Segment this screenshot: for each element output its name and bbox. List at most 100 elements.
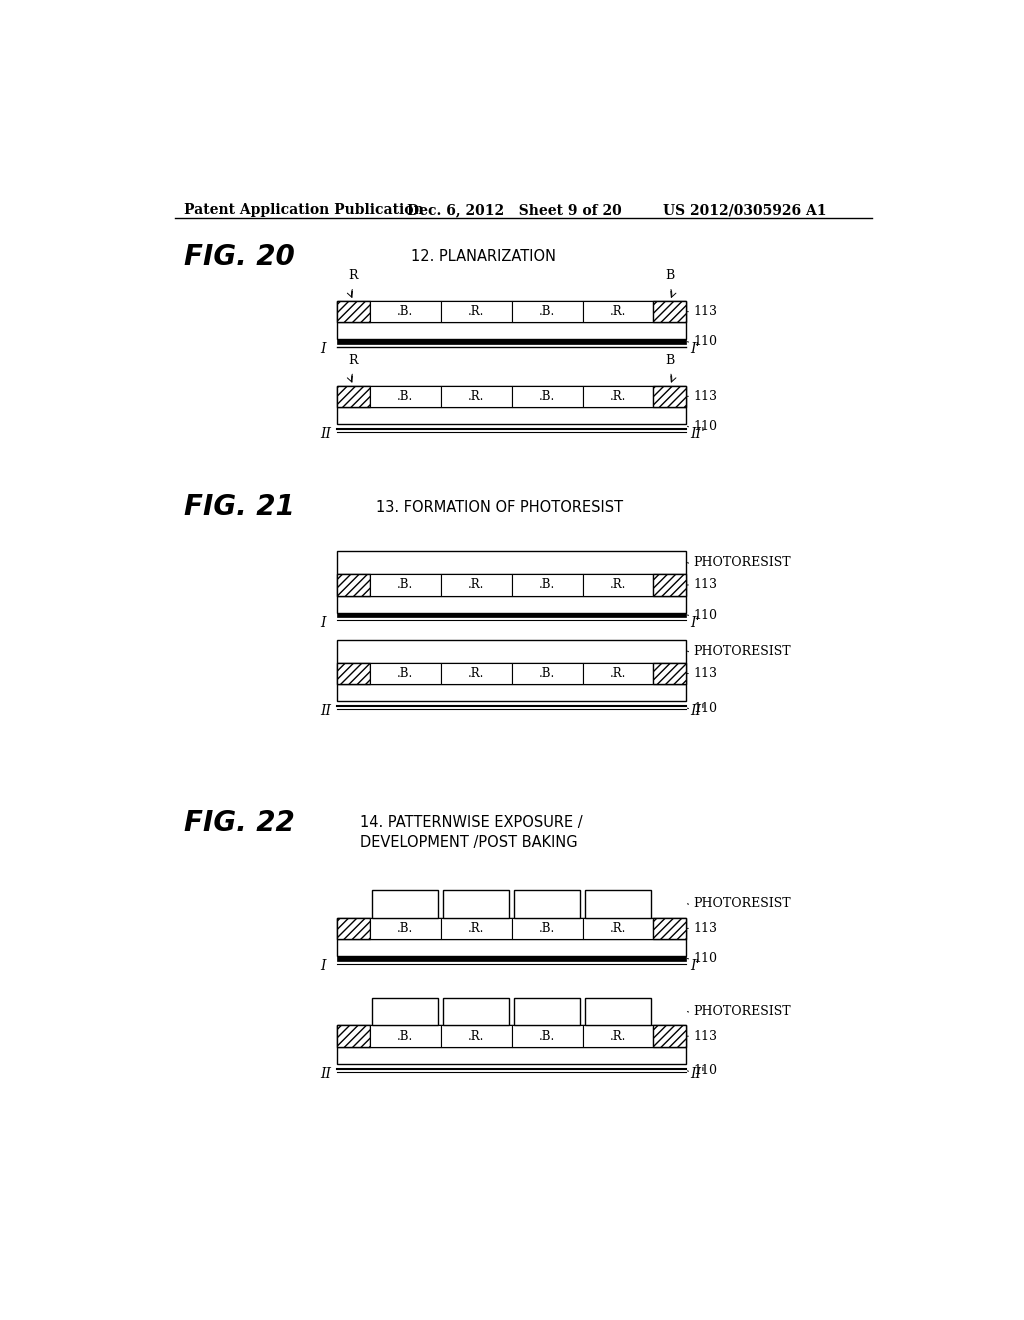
Bar <box>653 1026 686 1047</box>
Text: .B.: .B. <box>397 921 414 935</box>
Text: .R.: .R. <box>468 578 484 591</box>
Text: PHOTORESIST: PHOTORESIST <box>687 556 792 569</box>
Bar <box>440 385 512 407</box>
Text: I': I' <box>690 615 699 630</box>
Text: 113: 113 <box>687 1030 718 1043</box>
Bar <box>337 612 686 618</box>
Bar <box>653 574 686 595</box>
Bar <box>337 1026 370 1047</box>
Text: FIG. 22: FIG. 22 <box>183 809 295 837</box>
Bar <box>337 956 686 961</box>
Text: .B.: .B. <box>539 667 555 680</box>
Text: 113: 113 <box>687 389 718 403</box>
Bar <box>337 301 370 322</box>
Text: .R.: .R. <box>610 389 627 403</box>
Bar <box>337 663 370 684</box>
Text: .B.: .B. <box>539 578 555 591</box>
Text: .R.: .R. <box>610 578 627 591</box>
Text: .B.: .B. <box>397 389 414 403</box>
Bar <box>337 407 686 424</box>
Bar <box>653 385 686 407</box>
Bar <box>337 574 686 595</box>
Bar <box>337 1047 686 1064</box>
Text: II: II <box>321 1067 331 1081</box>
Text: .R.: .R. <box>610 305 627 318</box>
Bar <box>337 574 370 595</box>
Bar <box>370 1026 440 1047</box>
Text: PHOTORESIST: PHOTORESIST <box>687 1005 792 1018</box>
Bar <box>440 574 512 595</box>
Bar <box>370 917 440 940</box>
Text: 113: 113 <box>687 921 718 935</box>
Bar <box>370 663 440 684</box>
Bar <box>443 998 509 1026</box>
Bar <box>372 998 438 1026</box>
Text: .B.: .B. <box>397 1030 414 1043</box>
Text: .B.: .B. <box>397 667 414 680</box>
Bar <box>583 663 653 684</box>
Bar <box>337 640 686 663</box>
Text: 110: 110 <box>687 1064 718 1077</box>
Bar <box>337 684 686 701</box>
Text: .B.: .B. <box>397 578 414 591</box>
Text: 110: 110 <box>687 702 718 714</box>
Text: .R.: .R. <box>610 667 627 680</box>
Bar <box>514 890 581 917</box>
Text: 110: 110 <box>687 420 718 433</box>
Text: .B.: .B. <box>539 305 555 318</box>
Bar <box>653 663 686 684</box>
Text: R: R <box>349 269 358 282</box>
Bar <box>370 574 440 595</box>
Bar <box>512 663 583 684</box>
Text: 110: 110 <box>687 335 718 348</box>
Text: PHOTORESIST: PHOTORESIST <box>687 898 792 911</box>
Text: 113: 113 <box>687 578 718 591</box>
Text: US 2012/0305926 A1: US 2012/0305926 A1 <box>663 203 826 216</box>
Text: FIG. 21: FIG. 21 <box>183 494 295 521</box>
Text: 13. FORMATION OF PHOTORESIST: 13. FORMATION OF PHOTORESIST <box>376 499 624 515</box>
Bar <box>514 998 581 1026</box>
Bar <box>372 890 438 917</box>
Bar <box>583 574 653 595</box>
Text: 110: 110 <box>687 609 718 622</box>
Text: .R.: .R. <box>610 921 627 935</box>
Text: 113: 113 <box>687 667 718 680</box>
Text: I': I' <box>690 960 699 973</box>
Text: I: I <box>321 615 326 630</box>
Text: .R.: .R. <box>468 921 484 935</box>
Bar <box>653 301 686 322</box>
Text: .R.: .R. <box>468 305 484 318</box>
Text: FIG. 20: FIG. 20 <box>183 243 295 271</box>
Bar <box>337 552 686 574</box>
Bar <box>337 917 370 940</box>
Bar <box>512 917 583 940</box>
Text: I': I' <box>690 342 699 356</box>
Text: Patent Application Publication: Patent Application Publication <box>183 203 424 216</box>
Bar <box>653 917 686 940</box>
Text: .B.: .B. <box>539 921 555 935</box>
Bar <box>512 1026 583 1047</box>
Text: II: II <box>321 428 331 441</box>
Text: I: I <box>321 342 326 356</box>
Bar <box>512 301 583 322</box>
Text: 113: 113 <box>687 305 718 318</box>
Bar <box>337 1026 686 1047</box>
Text: R: R <box>349 354 358 367</box>
Bar <box>585 890 651 917</box>
Bar <box>440 301 512 322</box>
Text: .B.: .B. <box>539 1030 555 1043</box>
Bar <box>337 322 686 339</box>
Bar <box>337 301 686 322</box>
Text: II': II' <box>690 1067 705 1081</box>
Bar <box>370 385 440 407</box>
Text: II': II' <box>690 428 705 441</box>
Text: .R.: .R. <box>468 1030 484 1043</box>
Text: 12. PLANARIZATION: 12. PLANARIZATION <box>411 249 556 264</box>
Text: B: B <box>666 354 675 367</box>
Text: .R.: .R. <box>468 667 484 680</box>
Bar <box>337 385 686 407</box>
Bar <box>337 385 370 407</box>
Bar <box>583 301 653 322</box>
Bar <box>337 917 686 940</box>
Text: .B.: .B. <box>397 305 414 318</box>
